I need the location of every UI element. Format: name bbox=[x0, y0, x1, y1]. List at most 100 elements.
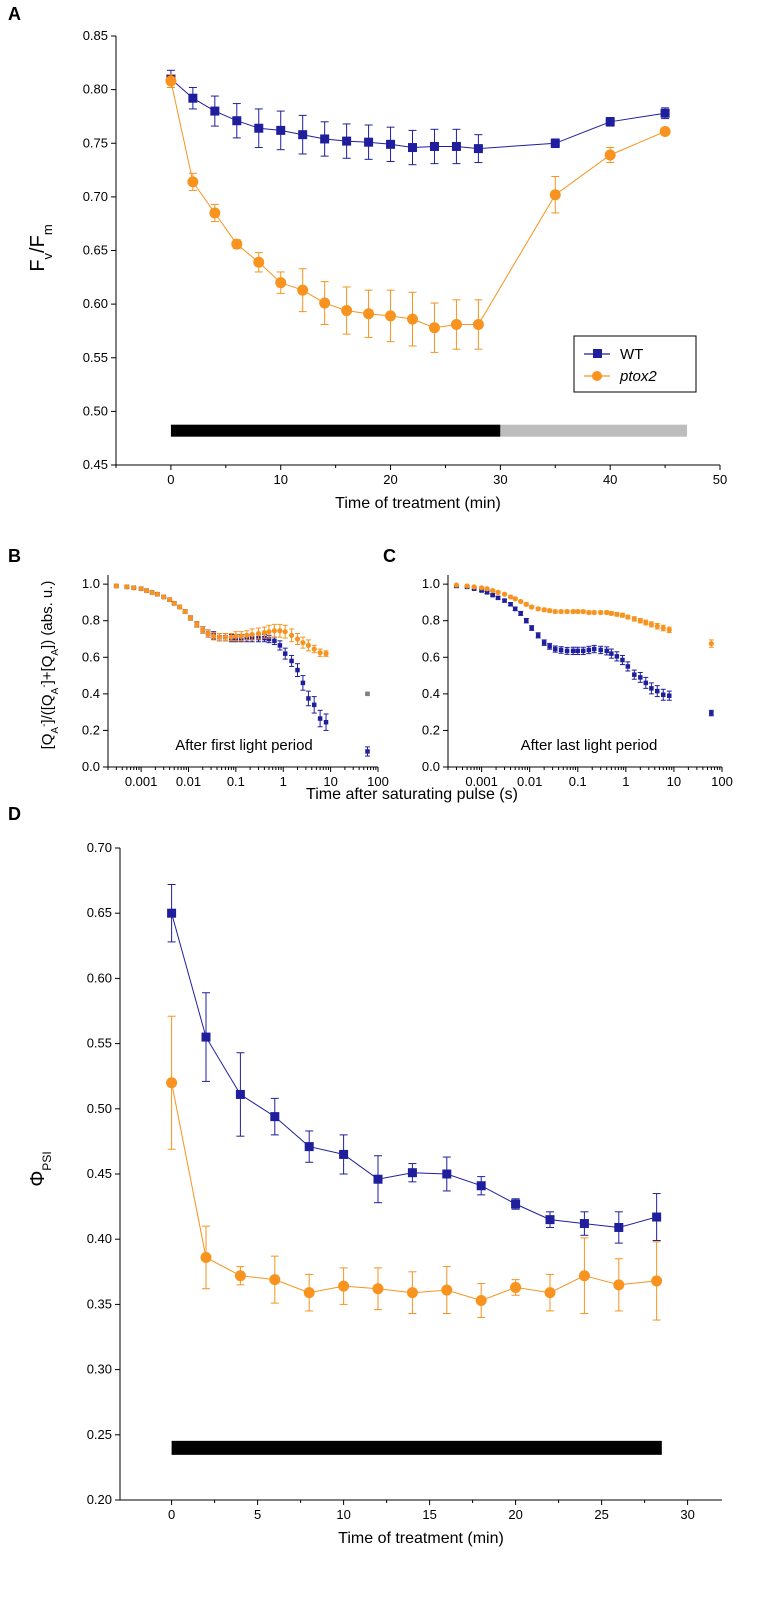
panel-c-ytick-label: 0.0 bbox=[422, 759, 440, 774]
panel-d-axes: 0.20 0.25 0.30 0.35 0.40 0.45 0.50 0.55 0.60 0.65… bbox=[87, 840, 722, 1547]
panel-b-series-extra bbox=[364, 691, 370, 697]
panel-a-point bbox=[386, 139, 396, 149]
panel-c-point bbox=[643, 680, 649, 686]
panel-label-a: A bbox=[8, 4, 21, 24]
panel-a-treatment-bar-dark bbox=[170, 424, 501, 437]
panel-a-series-ptox2 bbox=[165, 74, 671, 353]
panel-a-ptox2-line bbox=[170, 80, 666, 329]
panel-d-point bbox=[578, 1270, 590, 1282]
panel-d-ylabel: ΦPSI bbox=[27, 1151, 54, 1186]
panel-d-ytick-label: 0.40 bbox=[87, 1231, 112, 1246]
panel-a-ytick-label: 0.60 bbox=[83, 296, 108, 311]
panel-a-point bbox=[364, 137, 374, 147]
panel-b-ytick-label: 1.0 bbox=[82, 576, 100, 591]
panel-b-series-ptox2 bbox=[113, 583, 329, 657]
panel-d-treatment-bar-dark bbox=[171, 1440, 662, 1455]
panel-b-point bbox=[289, 658, 294, 664]
panel-c-xtick-label: 1 bbox=[622, 774, 629, 789]
panel-b-ytick-label: 0.4 bbox=[82, 686, 100, 701]
panel-c-series-WT bbox=[453, 583, 714, 717]
panel-c-annotation: After last light period bbox=[521, 737, 658, 754]
panel-b-ytick-label: 0.8 bbox=[82, 613, 100, 628]
panel-d-series bbox=[166, 884, 663, 1321]
panel-c-point bbox=[541, 607, 547, 613]
panel-c-point bbox=[575, 608, 581, 615]
panel-d-point bbox=[476, 1181, 486, 1191]
panel-b-point bbox=[261, 630, 267, 636]
panel-c-point bbox=[604, 648, 609, 654]
panel-c-ytick-label: 0.4 bbox=[422, 686, 440, 701]
panel-c-xtick-label: 0.001 bbox=[465, 774, 498, 789]
panel-a-ytick-label: 0.55 bbox=[83, 350, 108, 365]
panel-b-point bbox=[300, 640, 306, 646]
panel-d-xtick-label: 25 bbox=[594, 1507, 608, 1522]
panel-a-point bbox=[451, 141, 461, 151]
panel-b-xtick-label: 1 bbox=[280, 774, 287, 789]
panel-a-point bbox=[659, 125, 671, 137]
legend-box bbox=[573, 335, 697, 393]
panel-a-point bbox=[320, 134, 330, 144]
panel-d: D 0.200.250.300.350.400.450.500.550.600.… bbox=[8, 804, 722, 1547]
panel-b-point bbox=[271, 628, 277, 634]
panel-a-WT-line bbox=[170, 78, 666, 150]
panel-d-ytick-label: 0.30 bbox=[87, 1362, 112, 1377]
panel-b-point bbox=[305, 642, 312, 649]
panel-c-ytick-label: 0.2 bbox=[422, 722, 440, 737]
panel-a-ytick-label: 0.80 bbox=[83, 82, 108, 97]
panel-a-ytick-label: 0.45 bbox=[83, 457, 108, 472]
panel-c-point bbox=[564, 608, 570, 615]
panel-c-point bbox=[604, 609, 610, 616]
panel-b-point bbox=[154, 591, 160, 597]
panel-a-point bbox=[473, 144, 483, 154]
panel-d-point bbox=[235, 1089, 245, 1099]
panel-c-point bbox=[654, 688, 660, 694]
panel-a-xtick-label: 20 bbox=[383, 472, 397, 487]
panel-d-point bbox=[234, 1270, 246, 1282]
panel-label-c: C bbox=[383, 546, 396, 566]
panel-c-point bbox=[512, 596, 518, 602]
panel-a-ytick-label: 0.75 bbox=[83, 135, 108, 150]
panel-b-point bbox=[306, 696, 311, 701]
panel-a-point bbox=[187, 176, 199, 188]
panel-c-point bbox=[552, 608, 558, 615]
panel-a-treatment-bar-light bbox=[500, 424, 688, 437]
panel-d-point bbox=[545, 1215, 555, 1225]
panel-d-treatment-bars bbox=[171, 1440, 662, 1455]
panel-c-point bbox=[471, 584, 477, 590]
panel-d-ytick-label: 0.35 bbox=[87, 1296, 112, 1311]
panel-c: C 0.0 0.2 0.4 0.6 0.8 1.0 0.001 0.01 0.1 1 10 100 A… bbox=[383, 546, 733, 789]
panel-c-point bbox=[502, 598, 507, 603]
panel-b-point bbox=[311, 702, 317, 708]
panel-d-point bbox=[372, 1283, 384, 1295]
panel-a-point bbox=[342, 136, 352, 146]
panel-c-point bbox=[654, 623, 660, 629]
panel-a-point bbox=[549, 189, 561, 201]
panel-c-point bbox=[666, 627, 672, 633]
panel-c-point bbox=[529, 625, 534, 631]
panel-a-point bbox=[429, 141, 439, 151]
panel-a-point bbox=[188, 93, 198, 103]
panel-c-point bbox=[643, 619, 649, 626]
panel-b-point bbox=[216, 634, 223, 640]
panel-c-point bbox=[638, 675, 643, 680]
panel-c-point bbox=[614, 654, 620, 659]
panel-a-xtick-label: 0 bbox=[167, 472, 174, 487]
panel-c-point bbox=[518, 598, 524, 605]
panel-c-point bbox=[570, 608, 576, 615]
panel-b-point bbox=[131, 585, 137, 591]
panel-b-point bbox=[187, 615, 194, 621]
panel-b-point bbox=[288, 632, 295, 638]
panel-d-point bbox=[270, 1112, 280, 1122]
legend-ptox2-label: ptox2 bbox=[619, 368, 657, 385]
panel-a-point bbox=[407, 313, 419, 325]
panel-a-ytick-label: 0.65 bbox=[83, 243, 108, 258]
panel-d-xtick-label: 5 bbox=[254, 1507, 261, 1522]
panel-b-point bbox=[317, 650, 323, 656]
panel-b-point bbox=[167, 597, 173, 603]
panel-c-point bbox=[586, 609, 592, 616]
panel-d-ytick-label: 0.50 bbox=[87, 1101, 112, 1116]
panel-c-point bbox=[575, 648, 581, 654]
panel-a-ytick-label: 0.70 bbox=[83, 189, 108, 204]
panel-b-point bbox=[211, 633, 217, 639]
